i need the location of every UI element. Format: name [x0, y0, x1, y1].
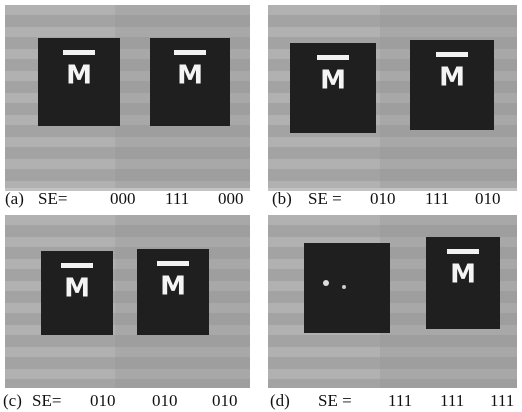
panel-label: (a): [5, 189, 24, 208]
symbol-bar: [447, 249, 479, 254]
se-code: 111: [165, 189, 189, 208]
se-code: 010: [475, 189, 501, 208]
se-code: 010: [370, 189, 396, 208]
photo: M: [268, 215, 517, 388]
se-code: 111: [490, 391, 514, 410]
se-code: 010: [152, 391, 178, 410]
panel-label: (c): [3, 391, 22, 410]
screen-symbol: M: [450, 260, 476, 290]
symbol-bar: [157, 261, 189, 266]
symbol-bar: [63, 50, 95, 55]
dim-dot: [342, 285, 346, 289]
screen-symbol: M: [439, 63, 465, 93]
screen-symbol: M: [320, 66, 346, 96]
panel-label: (b): [272, 189, 292, 208]
se-code: 111: [440, 391, 464, 410]
se-code: 000: [218, 189, 244, 208]
screen-symbol: M: [64, 274, 90, 304]
se-label: SE =: [318, 391, 352, 410]
screen-symbol: M: [160, 272, 186, 302]
symbol-bar: [174, 50, 206, 55]
se-label: SE=: [38, 189, 67, 208]
dark-box: [304, 243, 390, 333]
screen-symbol: M: [66, 61, 92, 91]
se-code: 111: [425, 189, 449, 208]
figure: MM(a)SE=000111000MM(b)SE =010111010MM(c)…: [0, 0, 522, 412]
se-label: SE=: [32, 391, 61, 410]
se-code: 010: [90, 391, 116, 410]
se-code: 000: [110, 189, 136, 208]
dim-dot: [323, 280, 329, 286]
symbol-bar: [436, 52, 468, 57]
symbol-bar: [61, 263, 93, 268]
panel-label: (d): [270, 391, 290, 410]
screen-symbol: M: [177, 61, 203, 91]
symbol-bar: [317, 55, 349, 60]
se-code: 111: [388, 391, 412, 410]
se-code: 010: [212, 391, 238, 410]
se-label: SE =: [308, 189, 342, 208]
